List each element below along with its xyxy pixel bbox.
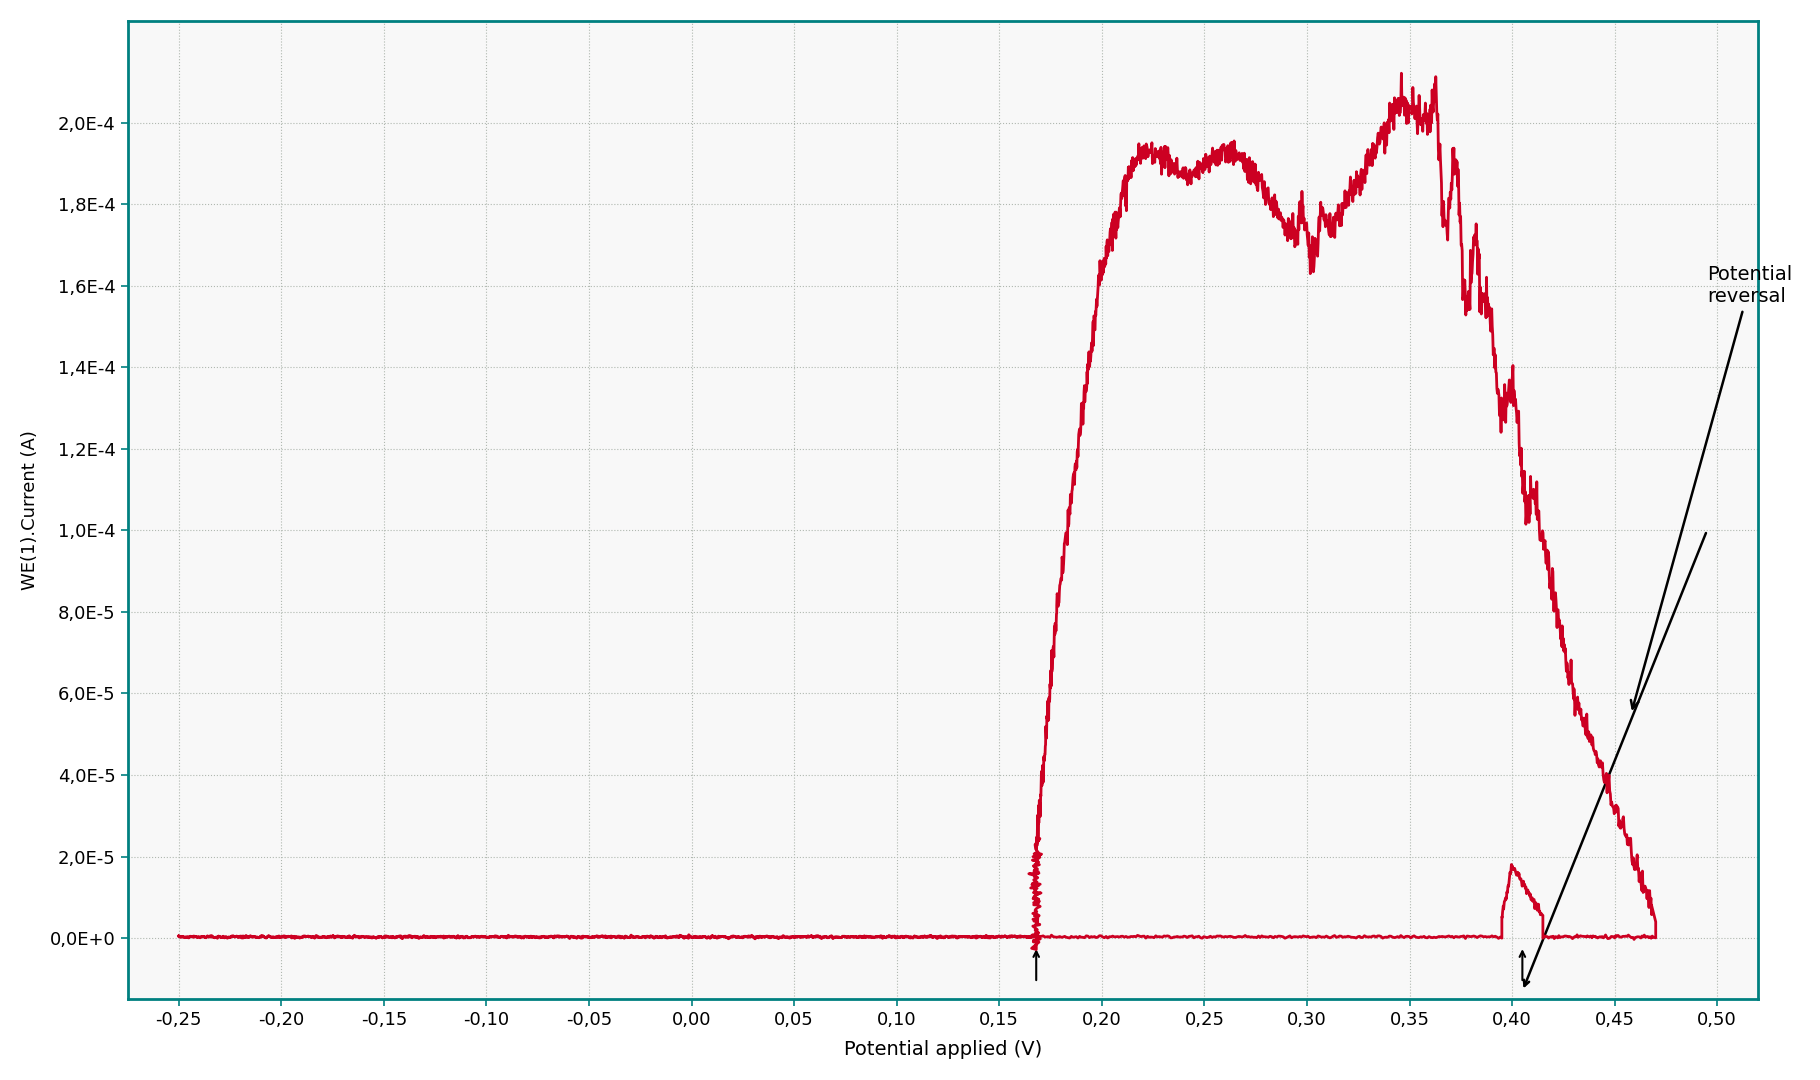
Text: Potential
reversal: Potential reversal [1631,266,1793,708]
X-axis label: Potential applied (V): Potential applied (V) [844,1040,1043,1059]
Y-axis label: WE(1).Current (A): WE(1).Current (A) [20,430,38,590]
